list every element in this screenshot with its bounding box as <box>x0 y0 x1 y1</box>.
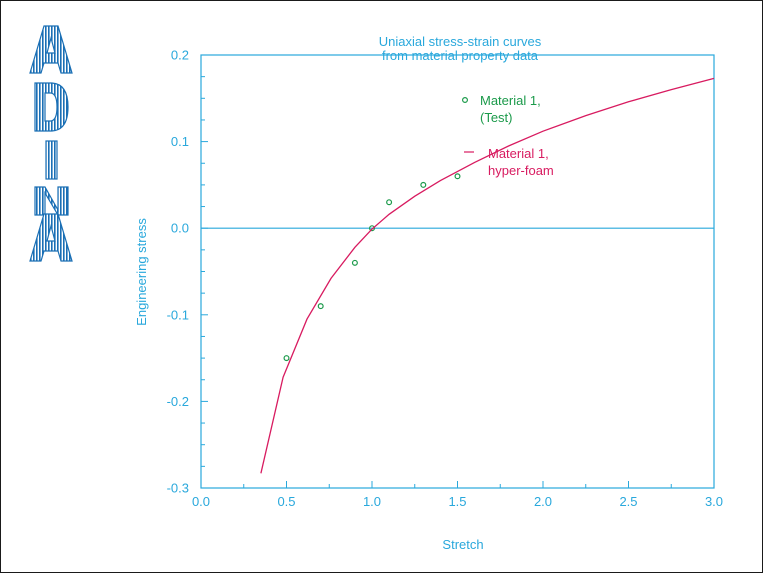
y-axis-label: Engineering stress <box>134 218 149 326</box>
legend-label-hyper-foam-line-2: hyper-foam <box>488 163 554 178</box>
logo-letter-n <box>34 186 69 216</box>
plot-axes <box>200 54 715 489</box>
adina-logo <box>29 25 73 262</box>
x-tick-label-6: 3.0 <box>705 494 723 509</box>
y-tick-label-0: -0.3 <box>167 481 189 496</box>
x-tick-label-3: 1.5 <box>448 494 466 509</box>
legend-item-hyper-foam: Material 1, hyper-foam <box>464 146 554 178</box>
data-point-test-3 <box>369 225 376 232</box>
data-point-test-1 <box>317 303 324 310</box>
data-point-test-6 <box>454 173 461 180</box>
x-tick-label-1: 0.5 <box>277 494 295 509</box>
legend-item-test: Material 1, (Test) <box>462 93 541 125</box>
data-point-test-4 <box>386 199 393 206</box>
logo-letter-d <box>34 82 69 132</box>
data-point-test-2 <box>351 259 358 266</box>
logo-letter-a-2 <box>29 213 73 262</box>
chart-title: Uniaxial stress-strain curves from mater… <box>379 34 542 63</box>
y-tick-label-3: 0.0 <box>171 221 189 236</box>
x-tick-label-2: 1.0 <box>363 494 381 509</box>
series-layer <box>260 77 715 474</box>
legend-label-test-line-1: Material 1, <box>480 93 541 108</box>
x-axis-ticks: 0.0 0.5 1.0 1.5 2.0 2.5 3.0 <box>192 481 723 509</box>
logo-letter-a <box>29 25 73 74</box>
x-tick-label-4: 2.0 <box>534 494 552 509</box>
legend-marker-test <box>462 96 469 103</box>
y-tick-label-5: 0.2 <box>171 48 189 63</box>
data-point-test-0 <box>283 355 290 362</box>
data-point-test-5 <box>420 181 427 188</box>
y-tick-label-2: -0.1 <box>167 307 189 322</box>
chart-title-line-1: Uniaxial stress-strain curves <box>379 34 542 49</box>
series-line-hyper-foam <box>260 77 715 474</box>
x-tick-label-0: 0.0 <box>192 494 210 509</box>
y-axis-ticks: -0.3 -0.2 -0.1 0.0 0.1 0.2 <box>167 48 208 496</box>
plot-frame <box>200 54 715 489</box>
y-tick-label-1: -0.2 <box>167 394 189 409</box>
legend-label-test-line-2: (Test) <box>480 110 513 125</box>
y-tick-label-4: 0.1 <box>171 134 189 149</box>
logo-letter-i <box>45 140 58 180</box>
chart-legend: Material 1, (Test) Material 1, hyper-foa… <box>462 93 554 178</box>
x-tick-label-5: 2.5 <box>619 494 637 509</box>
x-axis-label: Stretch <box>442 537 483 552</box>
legend-label-hyper-foam-line-1: Material 1, <box>488 146 549 161</box>
